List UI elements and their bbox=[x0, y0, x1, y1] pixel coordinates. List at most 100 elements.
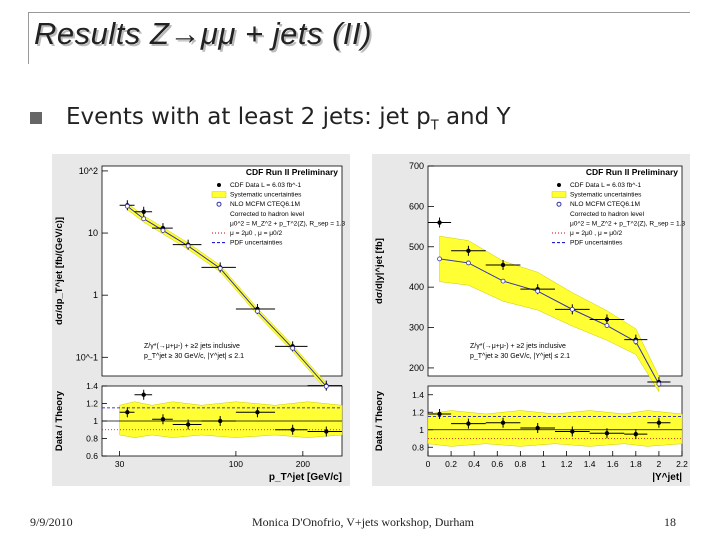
y-tick-label-bottom: 0.8 bbox=[86, 434, 98, 444]
legend-entry: μ0^2 = M_Z^2 + p_T^2(Z), R_sep = 1.3 bbox=[570, 220, 685, 227]
y-axis-title-bottom: Data / Theory bbox=[374, 390, 385, 451]
x-tick-label: 0.8 bbox=[514, 459, 526, 469]
title-frame-top bbox=[28, 12, 690, 13]
y-tick-label-top: 600 bbox=[409, 201, 424, 211]
y-tick-label-bottom: 0.8 bbox=[412, 442, 424, 452]
ratio-point bbox=[255, 410, 260, 415]
theory-point bbox=[656, 381, 662, 387]
chart-annotation: p_T^jet ≥ 30 GeV/c, |Y^jet| ≤ 2.1 bbox=[470, 353, 570, 360]
bullet-text-tail: and Y bbox=[438, 104, 511, 130]
bullet-text-sub: T bbox=[430, 118, 439, 134]
x-tick-label: 30 bbox=[115, 459, 125, 469]
x-tick-label: 2.2 bbox=[676, 459, 688, 469]
y-tick-label-top: 200 bbox=[409, 363, 424, 373]
y-tick-label-top: 10 bbox=[88, 228, 98, 238]
ratio-point bbox=[217, 418, 223, 424]
ratio-systematic-band bbox=[119, 401, 343, 438]
chart-annotation: Z/γ*(→μ+μ-) + ≥2 jets inclusive bbox=[144, 343, 240, 350]
ratio-point bbox=[290, 427, 295, 432]
title-frame-left bbox=[28, 12, 29, 64]
legend-entry: Systematic uncertainties bbox=[230, 192, 302, 199]
ratio-point bbox=[466, 421, 471, 426]
legend-entry: μ0^2 = M_Z^2 + p_T^2(Z), R_sep = 1.3 bbox=[230, 220, 345, 227]
bullet-text-main: Events with at least 2 jets: jet p bbox=[66, 104, 431, 130]
data-point bbox=[466, 248, 471, 254]
chart-right-y: 200 300 400 500 600 700 0.8 1 1.2 1.4 0 0.2 0.4 0.6 0.… bbox=[372, 154, 690, 486]
x-tick-label: 1.8 bbox=[630, 459, 642, 469]
data-point bbox=[500, 262, 506, 268]
legend-entry: NLO MCFM CTEQ6.1M bbox=[230, 201, 300, 208]
chart-annotation: p_T^jet ≥ 30 GeV/c, |Y^jet| ≤ 2.1 bbox=[144, 353, 244, 360]
y-axis-title-top: dσ/dp_T^jet [fb/(GeV/c)] bbox=[54, 217, 65, 325]
ratio-point bbox=[324, 429, 329, 434]
legend-entry: μ = 2μ0 , μ = μ0/2 bbox=[570, 230, 623, 237]
legend-entry: NLO MCFM CTEQ6.1M bbox=[570, 201, 640, 208]
legend-entry: Systematic uncertainties bbox=[570, 192, 642, 199]
y-tick-label-bottom: 0.6 bbox=[86, 451, 98, 461]
theory-point bbox=[535, 288, 541, 294]
ratio-point bbox=[633, 431, 639, 437]
theory-point bbox=[633, 339, 639, 345]
y-tick-label-top: 10^-1 bbox=[76, 352, 98, 362]
x-tick-label: 200 bbox=[296, 459, 310, 469]
y-tick-label-bottom: 1 bbox=[93, 416, 98, 426]
theory-curve bbox=[439, 258, 660, 385]
y-tick-label-top: 500 bbox=[409, 242, 424, 252]
y-tick-label-bottom: 1.2 bbox=[412, 407, 424, 417]
y-tick-label-top: 300 bbox=[409, 323, 424, 333]
theory-point bbox=[160, 228, 166, 233]
bullet-text: Events with at least 2 jets: jet pT and … bbox=[66, 104, 511, 134]
x-tick-label: 1.4 bbox=[584, 459, 596, 469]
legend-band-swatch bbox=[551, 191, 567, 198]
theory-point bbox=[323, 384, 329, 389]
x-tick-label: 1 bbox=[541, 459, 546, 469]
theory-point bbox=[437, 256, 442, 262]
ratio-point bbox=[570, 429, 575, 434]
legend-entry: Corrected to hadron level bbox=[230, 211, 305, 218]
ratio-point bbox=[535, 425, 540, 431]
chart-title: CDF Run II Preliminary bbox=[246, 167, 338, 177]
ratio-point bbox=[437, 411, 442, 417]
y-tick-label-bottom: 1 bbox=[419, 425, 424, 435]
bullet-square-icon bbox=[30, 112, 42, 124]
theory-point bbox=[255, 308, 260, 314]
theory-point bbox=[217, 265, 223, 271]
footer-date: 9/9/2010 bbox=[30, 515, 73, 529]
x-axis-title: |Y^jet| bbox=[652, 472, 682, 483]
ratio-point bbox=[604, 431, 610, 436]
legend-entry: PDF uncertainties bbox=[570, 240, 623, 247]
x-tick-label: 0.4 bbox=[468, 459, 480, 469]
x-tick-label: 0.2 bbox=[445, 459, 457, 469]
y-axis-title-bottom: Data / Theory bbox=[54, 390, 65, 451]
data-point bbox=[604, 317, 610, 322]
chart-title: CDF Run II Preliminary bbox=[586, 167, 678, 177]
x-axis-title: p_T^jet [GeV/c] bbox=[269, 472, 342, 483]
y-tick-label-bottom: 1.2 bbox=[86, 399, 98, 409]
y-tick-label-bottom: 1.4 bbox=[86, 381, 98, 391]
systematic-band bbox=[439, 235, 660, 393]
x-tick-label: 1.6 bbox=[607, 459, 619, 469]
theory-point bbox=[290, 345, 296, 351]
footer-page-number: 18 bbox=[664, 515, 676, 529]
data-point bbox=[141, 209, 146, 214]
ratio-point bbox=[141, 392, 146, 397]
legend-data-marker bbox=[557, 183, 561, 187]
theory-point bbox=[569, 306, 575, 312]
y-tick-label-top: 400 bbox=[409, 282, 424, 292]
ratio-point bbox=[125, 410, 130, 415]
legend-theory-marker bbox=[556, 201, 562, 207]
chart-annotation: Z/γ*(→μ+μ-) + ≥2 jets inclusive bbox=[470, 343, 566, 350]
x-tick-label: 1.2 bbox=[561, 459, 573, 469]
ratio-point bbox=[160, 417, 166, 422]
ratio-point bbox=[656, 420, 662, 425]
data-point bbox=[437, 220, 442, 225]
y-tick-label-top: 1 bbox=[93, 290, 98, 300]
legend-entry: PDF uncertainties bbox=[230, 240, 283, 247]
legend-entry: CDF Data L = 6.03 fb^-1 bbox=[230, 182, 302, 189]
legend-theory-marker bbox=[216, 201, 222, 207]
legend-band-swatch bbox=[211, 191, 227, 198]
ratio-point bbox=[185, 422, 191, 427]
theory-point bbox=[185, 243, 191, 249]
x-tick-label: 2 bbox=[657, 459, 662, 469]
legend-entry: μ = 2μ0 , μ = μ0/2 bbox=[230, 230, 283, 237]
